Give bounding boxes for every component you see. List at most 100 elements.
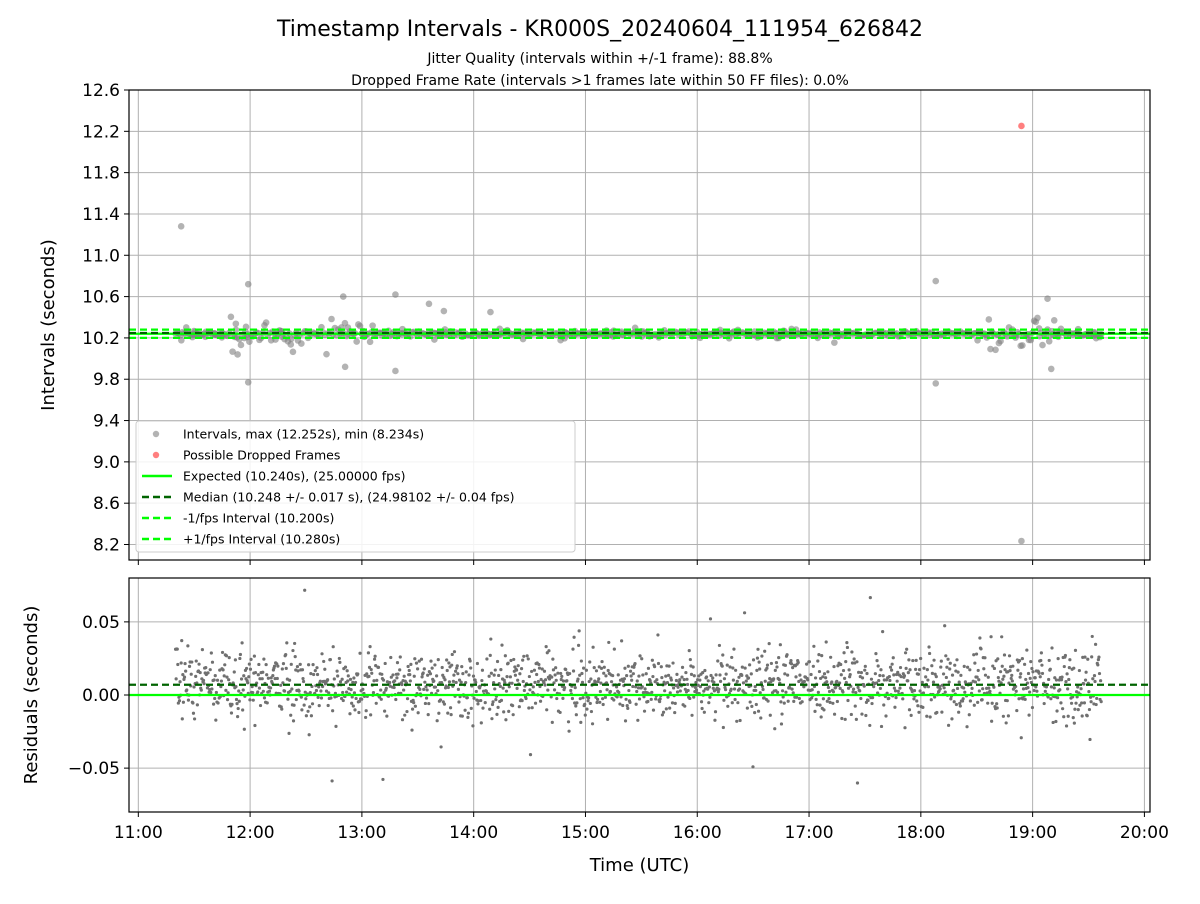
residual-point — [209, 690, 213, 695]
interval-point — [519, 335, 527, 343]
residual-point — [414, 661, 419, 665]
residual-point — [597, 665, 601, 669]
residual-point — [214, 718, 218, 722]
residual-point — [294, 697, 298, 702]
residual-point — [802, 679, 806, 684]
residual-point — [403, 713, 407, 717]
residual-point — [1097, 671, 1102, 676]
residual-point — [746, 676, 751, 680]
residual-point — [761, 687, 765, 692]
residual-point — [1003, 668, 1007, 672]
residual-point — [955, 658, 959, 662]
residual-point — [711, 676, 715, 680]
residual-point — [206, 671, 210, 675]
residual-point — [1019, 672, 1023, 676]
residual-point — [428, 672, 433, 676]
residual-point — [445, 668, 449, 673]
residual-point — [532, 668, 537, 672]
residual-point — [353, 680, 358, 685]
residual-point — [909, 713, 913, 718]
residual-point — [783, 672, 787, 676]
residual-point — [587, 679, 591, 684]
residual-point — [1030, 666, 1034, 671]
residual-point — [528, 688, 532, 692]
residual-point — [407, 668, 411, 673]
residual-point — [551, 657, 555, 661]
residual-point — [357, 699, 362, 703]
residual-point — [242, 674, 246, 678]
residual-point — [309, 714, 314, 718]
residual-point — [224, 688, 228, 692]
residual-point — [976, 700, 980, 704]
residual-point — [856, 685, 860, 690]
residual-point — [232, 670, 236, 674]
residual-point — [479, 721, 483, 725]
residual-point — [175, 647, 179, 651]
residual-point — [654, 697, 658, 701]
intervals-y-tick-label: 11.8 — [82, 164, 120, 184]
residual-point — [302, 703, 306, 707]
interval-point — [227, 313, 235, 321]
residual-point — [265, 673, 269, 677]
residual-point — [950, 673, 955, 677]
residual-point — [902, 674, 907, 678]
residual-point — [592, 666, 596, 670]
residual-point — [783, 663, 787, 667]
residual-point — [596, 679, 600, 684]
residual-point — [1030, 705, 1035, 710]
residual-point — [289, 662, 293, 666]
residual-point — [192, 717, 197, 721]
residual-point — [875, 659, 879, 663]
residual-point — [737, 687, 742, 691]
interval-point — [1019, 342, 1026, 349]
residual-point — [444, 684, 448, 688]
residual-point — [694, 680, 698, 685]
legend-item-dropped: Possible Dropped Frames — [152, 448, 340, 463]
residual-point — [280, 667, 284, 671]
residual-point — [914, 658, 918, 662]
residual-point — [830, 680, 834, 684]
residual-point — [927, 645, 931, 649]
residual-point — [683, 704, 687, 708]
residual-point — [249, 657, 253, 662]
residual-point — [618, 702, 622, 706]
residual-point — [576, 677, 580, 681]
residual-point — [241, 708, 245, 712]
intervals-axes-frame — [128, 89, 1151, 561]
residual-point — [454, 669, 458, 673]
residual-point — [282, 689, 287, 693]
residual-point — [220, 650, 225, 655]
residual-point — [675, 690, 680, 694]
residual-point — [692, 695, 696, 699]
residual-point — [790, 687, 794, 691]
residual-point — [459, 680, 463, 684]
residual-point — [579, 659, 583, 663]
residual-point — [892, 686, 896, 690]
residual-point — [279, 683, 283, 687]
residual-point — [821, 675, 825, 679]
residual-point — [917, 668, 922, 672]
residual-point — [646, 699, 650, 704]
residual-point — [550, 720, 554, 724]
residual-point — [878, 673, 882, 678]
residual-point — [1063, 653, 1068, 658]
residual-point — [846, 686, 851, 690]
residual-point — [516, 664, 520, 668]
residual-point — [944, 654, 948, 658]
residual-point — [395, 661, 400, 665]
residual-point — [495, 659, 500, 664]
residual-point — [460, 714, 464, 718]
residual-point — [895, 679, 899, 683]
residual-point — [297, 689, 301, 693]
residuals-x-axis-label: Time (UTC) — [589, 855, 690, 876]
residual-point — [405, 709, 409, 714]
residual-point — [426, 673, 430, 677]
residual-point — [736, 701, 740, 705]
residual-point — [512, 657, 516, 662]
residual-point — [1085, 714, 1089, 718]
residual-point — [559, 671, 563, 676]
residual-point — [1062, 664, 1066, 669]
residual-point — [298, 662, 302, 666]
residual-point — [481, 706, 485, 710]
residual-point — [814, 697, 818, 701]
